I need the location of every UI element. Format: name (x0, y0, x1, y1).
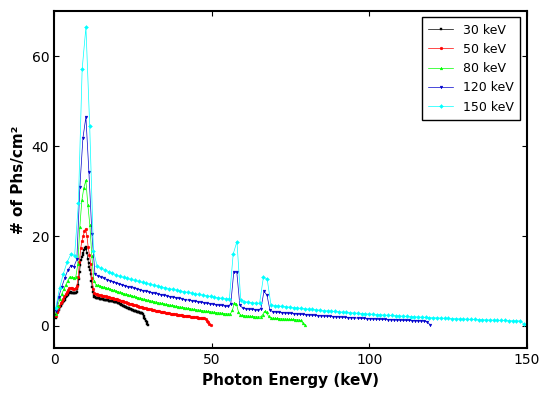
120 keV (83, 115, 89, 119)
30 keV (82, 245, 89, 249)
30 keV (131, 308, 137, 313)
Line: 50 keV: 50 keV (55, 227, 212, 327)
120 keV (426, 322, 433, 327)
150 keV (177, 288, 183, 293)
80 keV (269, 316, 276, 320)
50 keV (83, 226, 89, 231)
120 keV (369, 316, 376, 321)
150 keV (460, 317, 467, 322)
150 keV (494, 318, 501, 323)
80 keV (118, 290, 125, 295)
150 keV (449, 316, 456, 321)
120 keV (143, 289, 149, 294)
80 keV (52, 311, 59, 316)
Line: 150 keV: 150 keV (55, 26, 525, 326)
80 keV (301, 322, 308, 327)
30 keV (133, 309, 139, 314)
30 keV (52, 315, 59, 320)
30 keV (145, 323, 152, 328)
150 keV (347, 310, 354, 315)
30 keV (74, 287, 80, 292)
80 keV (287, 317, 294, 322)
150 keV (52, 306, 59, 310)
50 keV (150, 308, 156, 312)
50 keV (183, 314, 190, 318)
80 keV (263, 310, 270, 315)
30 keV (76, 269, 83, 274)
80 keV (83, 178, 89, 183)
50 keV (187, 314, 194, 319)
150 keV (521, 322, 527, 326)
30 keV (139, 312, 146, 317)
120 keV (288, 311, 294, 316)
50 keV (94, 292, 100, 297)
150 keV (83, 25, 89, 30)
150 keV (166, 286, 172, 291)
50 keV (52, 314, 59, 319)
Legend: 30 keV, 50 keV, 80 keV, 120 keV, 150 keV: 30 keV, 50 keV, 80 keV, 120 keV, 150 keV (422, 18, 521, 120)
50 keV (207, 323, 214, 328)
30 keV (111, 299, 117, 304)
X-axis label: Photon Energy (keV): Photon Energy (keV) (202, 373, 379, 388)
Line: 80 keV: 80 keV (55, 179, 306, 326)
80 keV (209, 310, 215, 314)
Line: 120 keV: 120 keV (55, 115, 431, 326)
50 keV (199, 316, 206, 320)
120 keV (152, 291, 159, 296)
80 keV (112, 288, 119, 293)
120 keV (52, 308, 59, 313)
120 keV (379, 317, 385, 322)
120 keV (406, 318, 412, 323)
50 keV (90, 286, 96, 291)
Line: 30 keV: 30 keV (55, 245, 149, 327)
Y-axis label: # of Phs/cm²: # of Phs/cm² (11, 126, 26, 234)
